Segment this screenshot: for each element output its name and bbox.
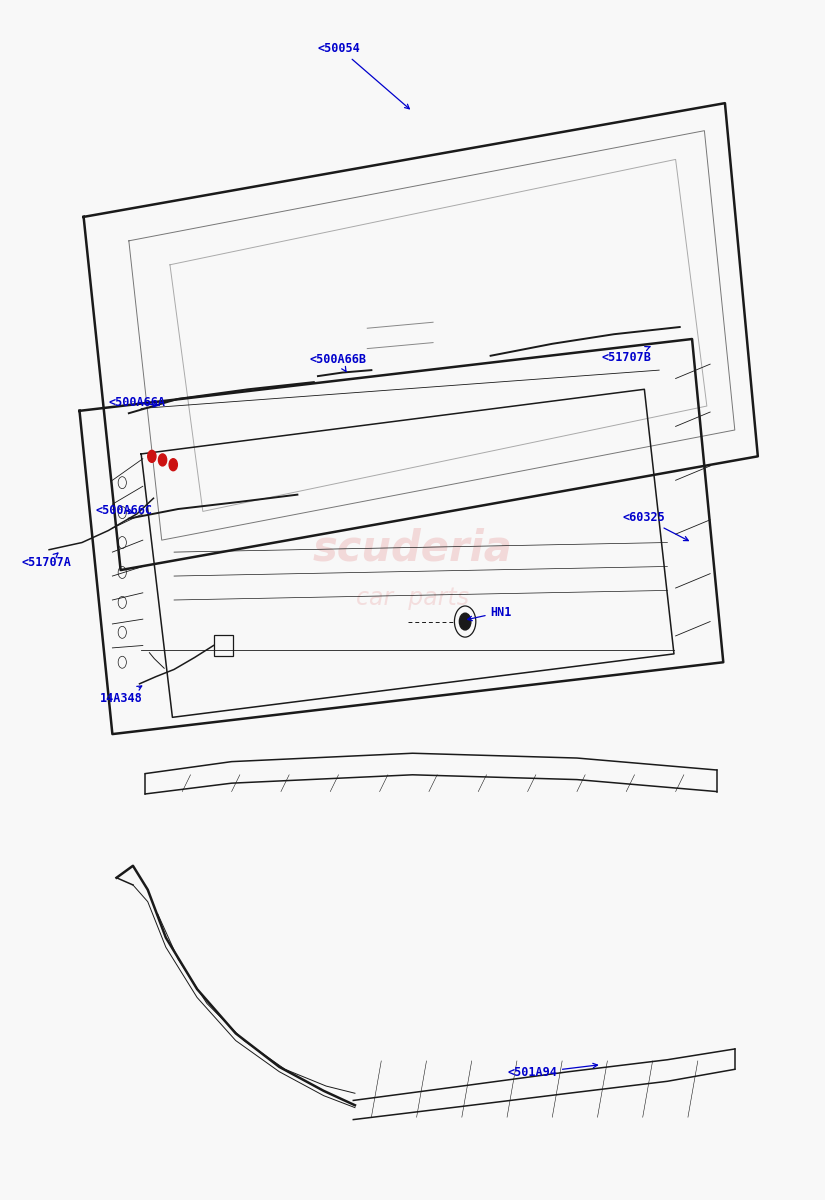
Text: <500A66C: <500A66C: [96, 504, 153, 517]
Text: <500A66A: <500A66A: [108, 396, 165, 409]
Circle shape: [158, 454, 167, 466]
Circle shape: [460, 613, 471, 630]
Circle shape: [169, 458, 177, 470]
Bar: [214, 635, 233, 656]
Text: HN1: HN1: [468, 606, 512, 620]
Text: <51707B: <51707B: [601, 347, 652, 364]
Text: <500A66B: <500A66B: [309, 353, 367, 372]
Text: 14A348: 14A348: [100, 686, 143, 704]
Text: <60325: <60325: [622, 511, 688, 541]
Text: car  parts: car parts: [356, 586, 469, 610]
Text: <51707A: <51707A: [22, 553, 72, 570]
Text: <501A94: <501A94: [507, 1063, 597, 1080]
Text: scuderia: scuderia: [313, 528, 512, 570]
Text: <50054: <50054: [318, 42, 409, 109]
Circle shape: [148, 450, 156, 462]
